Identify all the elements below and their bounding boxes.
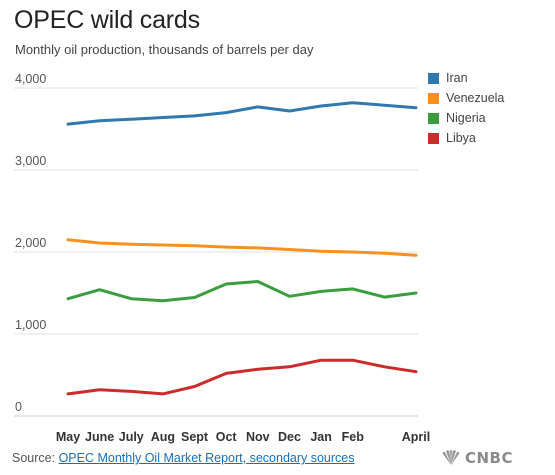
legend-item-libya: Libya [428,128,504,148]
y-tick-label: 4,000 [15,72,46,86]
series-line-libya [66,358,418,396]
legend: Iran Venezuela Nigeria Libya [428,68,504,148]
peacock-icon [442,450,460,465]
legend-label: Venezuela [446,91,505,105]
source-note: Source: OPEC Monthly Oil Market Report, … [12,451,355,465]
series-line-nigeria [66,280,418,303]
y-tick-label: 0 [15,400,22,414]
logo-text: CNBC [465,449,514,467]
x-tick-label: April [402,430,430,444]
chart-subtitle: Monthly oil production, thousands of bar… [15,42,314,57]
legend-label: Iran [446,71,468,85]
legend-item-iran: Iran [428,68,504,88]
series-line-iran [66,101,418,126]
source-prefix: Source: [12,451,59,465]
legend-label: Libya [446,131,476,145]
x-tick-label: Oct [216,430,238,444]
x-tick-label: Aug [151,430,175,444]
legend-swatch [428,72,439,84]
y-tick-label: 3,000 [15,154,46,168]
y-tick-label: 2,000 [15,236,46,250]
legend-item-nigeria: Nigeria [428,108,504,128]
x-tick-label: Jan [310,430,332,444]
x-tick-label: Dec [278,430,301,444]
source-link[interactable]: OPEC Monthly Oil Market Report, secondar… [58,451,355,465]
legend-label: Nigeria [446,111,486,125]
gridlines [14,87,418,417]
legend-swatch [428,132,439,144]
x-tick-label: June [85,430,114,444]
legend-swatch [428,112,439,124]
cnbc-logo: CNBC [440,449,513,467]
legend-swatch [428,92,439,104]
x-tick-label: Nov [246,430,270,444]
y-axis-tick-labels: 0 1,000 2,000 3,000 4,000 [15,72,46,414]
x-tick-label: May [56,430,80,444]
x-tick-label: July [119,430,144,444]
y-tick-label: 1,000 [15,318,46,332]
x-tick-label: Sept [181,430,209,444]
series-line-venezuela [66,238,418,257]
x-tick-label: Feb [342,430,365,444]
chart-title: OPEC wild cards [14,6,200,34]
series-lines [66,101,418,396]
x-axis-tick-labels: May June July Aug Sept Oct Nov Dec Jan Feb April [56,430,430,444]
legend-item-venezuela: Venezuela [428,88,504,108]
